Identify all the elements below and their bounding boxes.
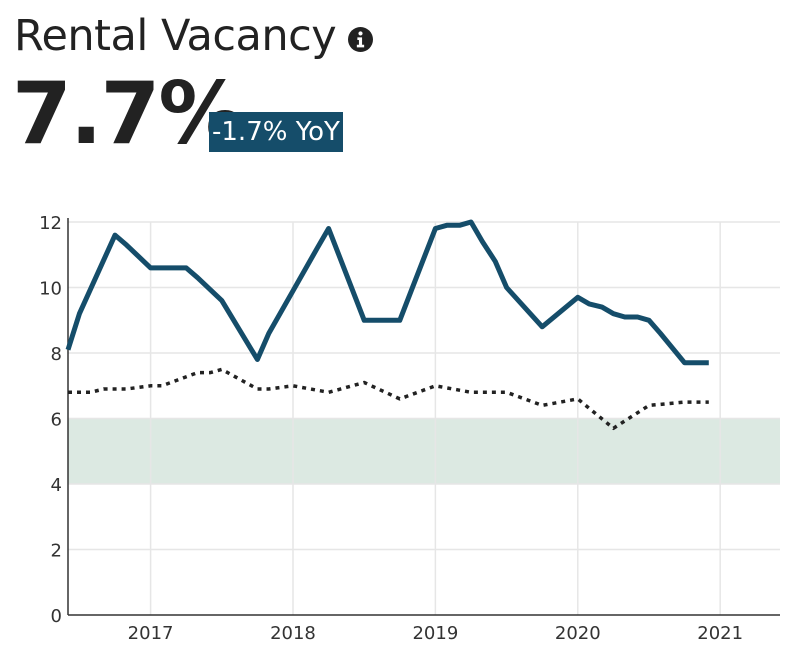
y-tick-label-12: 12	[39, 213, 62, 234]
x-tick-label-2018: 2018	[270, 623, 316, 644]
target-band	[68, 418, 780, 484]
y-tick-label-4: 4	[51, 475, 62, 496]
current-value: 7.7%	[12, 64, 245, 164]
x-tick-label-2021: 2021	[697, 623, 743, 644]
y-tick-label-0: 0	[51, 606, 62, 627]
info-icon[interactable]	[348, 26, 374, 52]
y-tick-label-6: 6	[51, 410, 62, 431]
x-tick-label-2019: 2019	[412, 623, 458, 644]
x-tick-label-2020: 2020	[555, 623, 601, 644]
x-tick-label-2017: 2017	[128, 623, 174, 644]
rental-vacancy-line	[65, 219, 709, 366]
y-tick-label-10: 10	[39, 279, 62, 300]
y-tick-label-2: 2	[51, 541, 62, 562]
title-row: Rental Vacancy	[14, 10, 374, 62]
page-title: Rental Vacancy	[14, 11, 337, 61]
y-tick-label-8: 8	[51, 344, 62, 365]
yoy-badge: -1.7% YoY	[209, 112, 343, 152]
